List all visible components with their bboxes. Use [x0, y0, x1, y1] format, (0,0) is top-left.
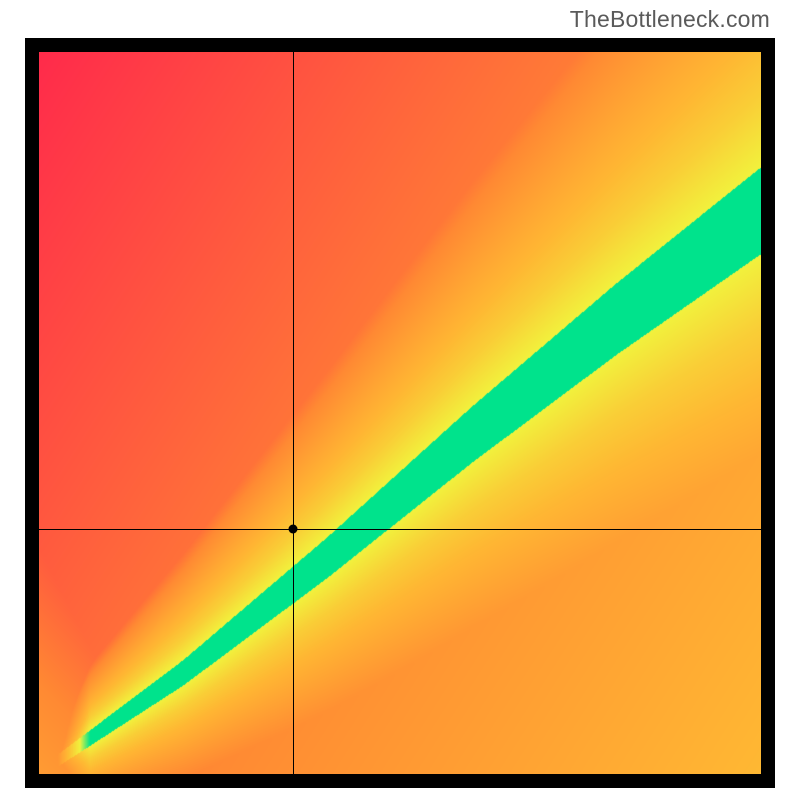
crosshair-vertical	[293, 52, 294, 774]
watermark-text: TheBottleneck.com	[570, 6, 770, 33]
chart-frame	[25, 38, 775, 788]
crosshair-marker	[288, 525, 297, 534]
heatmap-plot-area	[39, 52, 761, 774]
heatmap-canvas	[39, 52, 761, 774]
crosshair-horizontal	[39, 529, 761, 530]
